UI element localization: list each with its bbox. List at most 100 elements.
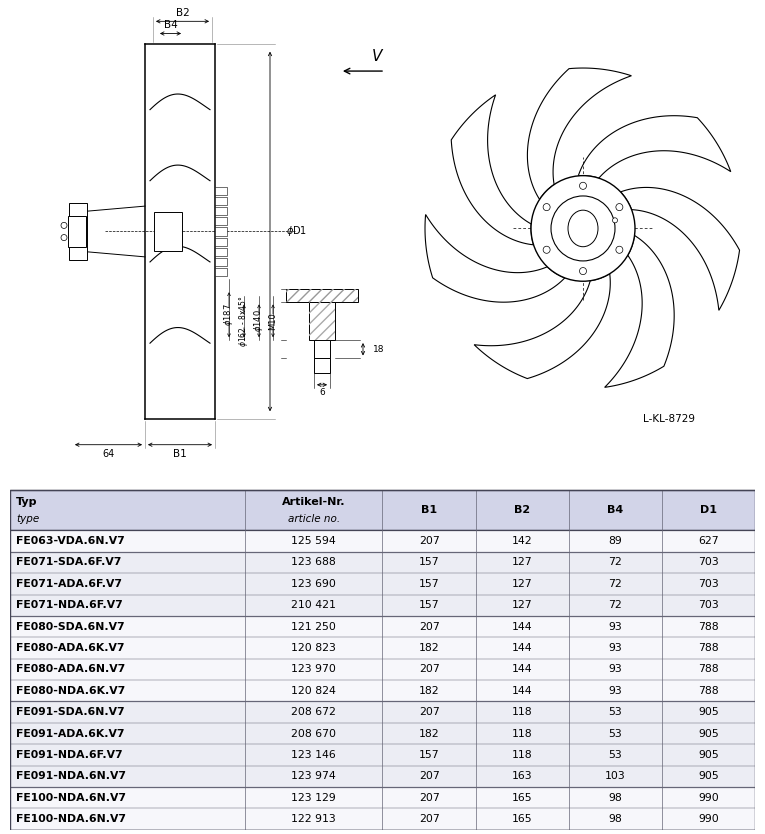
Circle shape — [531, 176, 635, 281]
Text: 103: 103 — [605, 771, 626, 781]
Bar — [568, 680, 662, 701]
Circle shape — [61, 223, 67, 229]
Bar — [286, 289, 358, 302]
Bar — [476, 659, 568, 680]
Text: 122 913: 122 913 — [291, 814, 336, 824]
Text: 165: 165 — [512, 814, 532, 824]
Bar — [662, 637, 755, 659]
Bar — [382, 530, 476, 552]
Text: $\phi$140: $\phi$140 — [252, 309, 265, 332]
Bar — [662, 808, 755, 830]
Text: 208 670: 208 670 — [291, 729, 336, 739]
Bar — [568, 787, 662, 808]
Bar — [245, 659, 382, 680]
Text: 144: 144 — [512, 686, 532, 696]
Text: 990: 990 — [698, 793, 719, 803]
Bar — [568, 701, 662, 723]
Bar — [10, 787, 245, 808]
Text: 118: 118 — [512, 707, 532, 717]
Bar — [568, 552, 662, 573]
Text: 123 974: 123 974 — [291, 771, 336, 781]
Bar — [476, 723, 568, 744]
Bar — [476, 490, 568, 530]
Bar — [215, 228, 227, 235]
Bar — [215, 207, 227, 215]
Text: 165: 165 — [512, 793, 532, 803]
Bar — [568, 723, 662, 744]
Bar — [382, 552, 476, 573]
Text: 207: 207 — [418, 707, 439, 717]
Text: 144: 144 — [512, 665, 532, 675]
Bar — [382, 595, 476, 615]
Bar — [245, 766, 382, 787]
Bar — [10, 659, 245, 680]
Bar — [568, 744, 662, 766]
Text: B1: B1 — [421, 505, 437, 515]
Text: 53: 53 — [608, 707, 622, 717]
Text: B1: B1 — [173, 449, 187, 459]
Bar — [476, 787, 568, 808]
Text: 182: 182 — [418, 643, 439, 653]
Text: FE071-SDA.6F.V7: FE071-SDA.6F.V7 — [16, 557, 122, 567]
Text: L-KL-8729: L-KL-8729 — [643, 414, 695, 425]
Bar — [476, 530, 568, 552]
Text: FE100-NDA.6N.V7: FE100-NDA.6N.V7 — [16, 814, 126, 824]
Bar — [314, 340, 330, 359]
Bar — [568, 766, 662, 787]
Bar — [309, 302, 335, 340]
Text: 627: 627 — [698, 536, 719, 546]
Text: FE100-NDA.6N.V7: FE100-NDA.6N.V7 — [16, 793, 126, 803]
Text: 182: 182 — [418, 729, 439, 739]
Text: M10: M10 — [269, 312, 278, 329]
Circle shape — [580, 268, 587, 274]
Bar — [215, 218, 227, 225]
Text: 157: 157 — [418, 579, 439, 589]
Text: 788: 788 — [698, 686, 719, 696]
Bar — [245, 530, 382, 552]
Text: FE091-NDA.6N.V7: FE091-NDA.6N.V7 — [16, 771, 126, 781]
Polygon shape — [604, 235, 674, 387]
Bar — [245, 744, 382, 766]
Text: 207: 207 — [418, 536, 439, 546]
Bar — [662, 659, 755, 680]
Circle shape — [543, 246, 550, 254]
Text: 123 129: 123 129 — [291, 793, 336, 803]
Bar — [382, 701, 476, 723]
Text: 125 594: 125 594 — [291, 536, 336, 546]
Bar — [476, 808, 568, 830]
Text: 157: 157 — [418, 750, 439, 760]
Text: Typ: Typ — [16, 497, 37, 507]
Text: 207: 207 — [418, 665, 439, 675]
Text: 703: 703 — [698, 557, 719, 567]
Text: 207: 207 — [418, 621, 439, 631]
Bar — [382, 787, 476, 808]
Bar — [476, 637, 568, 659]
Bar — [245, 615, 382, 637]
Bar — [10, 723, 245, 744]
Text: D1: D1 — [700, 505, 717, 515]
Bar — [568, 637, 662, 659]
Bar — [286, 289, 358, 302]
Text: $\phi$D1: $\phi$D1 — [286, 224, 308, 239]
Ellipse shape — [568, 210, 598, 247]
Bar — [382, 808, 476, 830]
Text: 93: 93 — [608, 643, 622, 653]
Text: 207: 207 — [418, 793, 439, 803]
Text: B4: B4 — [164, 20, 177, 30]
Text: article no.: article no. — [288, 514, 340, 524]
Text: 89: 89 — [608, 536, 622, 546]
Bar — [68, 216, 86, 247]
Bar — [382, 680, 476, 701]
Text: type: type — [16, 514, 39, 524]
Polygon shape — [425, 214, 565, 302]
Bar — [309, 302, 335, 340]
Bar — [662, 573, 755, 595]
Bar — [245, 787, 382, 808]
Polygon shape — [527, 68, 631, 199]
Polygon shape — [474, 274, 610, 379]
Text: FE071-ADA.6F.V7: FE071-ADA.6F.V7 — [16, 579, 122, 589]
Text: 208 672: 208 672 — [291, 707, 336, 717]
Text: $\phi$187: $\phi$187 — [223, 304, 236, 326]
Text: 788: 788 — [698, 621, 719, 631]
Bar — [476, 595, 568, 615]
